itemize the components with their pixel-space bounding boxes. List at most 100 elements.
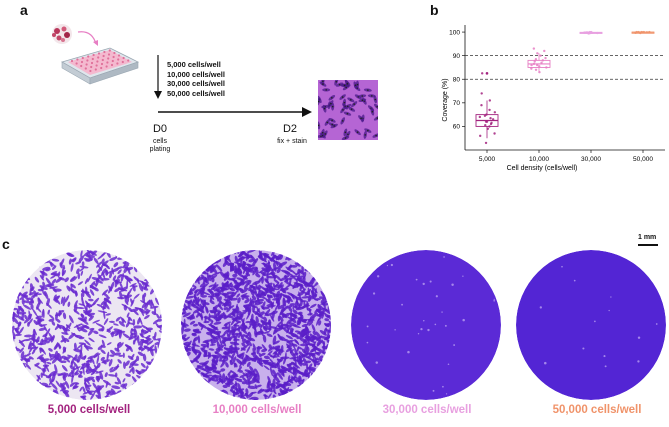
data-point [640, 30, 643, 34]
density-list: 5,000 cells/well 10,000 cells/well 30,00… [167, 60, 225, 98]
stained-cell [181, 359, 187, 363]
stained-cell [306, 364, 309, 373]
stained-cell [324, 361, 328, 369]
stained-cell [45, 328, 51, 335]
stained-cell [209, 377, 216, 380]
stained-cell [267, 260, 271, 268]
stained-cell [14, 333, 22, 337]
stained-cell [312, 330, 317, 336]
stained-cell [233, 290, 238, 297]
thumb-nucleus [346, 105, 349, 108]
stained-cell [128, 252, 132, 262]
stained-cell [263, 365, 270, 371]
stained-cell [86, 252, 93, 261]
thumb-nucleus [350, 99, 352, 101]
stained-cell [307, 260, 310, 267]
stained-cell [207, 253, 212, 257]
stained-cell [249, 365, 255, 373]
stained-cell [12, 367, 15, 372]
stained-cell [261, 275, 264, 284]
gap-spot [655, 323, 658, 325]
stained-cell [220, 286, 225, 292]
stained-cell [112, 275, 117, 281]
stained-cell [109, 256, 117, 261]
stained-cell [66, 392, 70, 398]
plate-well-dot [103, 50, 106, 54]
stained-cell [252, 300, 258, 303]
stained-cell [61, 332, 69, 335]
stained-cell [98, 334, 107, 339]
stained-cell [252, 378, 259, 382]
stained-cell [133, 327, 138, 338]
stained-cell [113, 262, 119, 268]
stained-cell [56, 353, 60, 359]
stained-cell [192, 387, 196, 393]
thumb-nucleus [346, 83, 349, 85]
stained-cell [50, 275, 56, 279]
stained-cell [149, 252, 154, 260]
stained-cell [221, 355, 227, 358]
stained-cell [158, 330, 162, 334]
stained-cell [80, 313, 85, 318]
stained-cell [13, 381, 24, 386]
stained-cell [282, 297, 285, 306]
stained-cell [280, 384, 288, 388]
stained-cell [151, 255, 158, 262]
stained-cell [69, 382, 75, 387]
stained-cell [295, 300, 302, 309]
stained-cell [202, 291, 211, 296]
stained-cell [280, 365, 285, 370]
thumb-nucleus [330, 102, 332, 105]
stained-cell [207, 352, 211, 360]
stained-cell [187, 377, 190, 387]
stained-cell [209, 354, 220, 357]
stained-cell [152, 250, 162, 253]
stained-cell [50, 252, 53, 259]
stained-cell [105, 313, 112, 316]
data-point [540, 61, 543, 64]
stained-cell [223, 329, 229, 336]
stained-cell [329, 291, 331, 299]
stained-cell [31, 380, 36, 389]
stained-cell [58, 343, 61, 350]
stained-cell [181, 369, 186, 373]
stained-cell [281, 369, 285, 378]
stained-cell [269, 366, 273, 377]
stained-cell [60, 258, 65, 266]
stained-cell [23, 334, 33, 338]
plate-well-dot [75, 62, 78, 65]
stained-cell [263, 355, 270, 360]
stained-cell [100, 356, 105, 361]
stained-cell [272, 335, 277, 345]
x-tick-label: 5,000 [479, 156, 496, 163]
stained-cell [13, 367, 19, 375]
gap-spot [441, 311, 443, 313]
stained-cell [58, 310, 62, 317]
stained-cell [138, 385, 145, 392]
stained-cell [216, 310, 222, 317]
stained-cell [210, 269, 215, 273]
stained-cell [77, 272, 81, 280]
stained-cell [38, 327, 46, 331]
stained-cell [248, 391, 254, 398]
stained-cell [111, 267, 115, 275]
stained-cell [143, 329, 152, 335]
data-point [530, 67, 533, 70]
panel-a-letter: a [20, 2, 28, 18]
gap-spot [376, 275, 380, 278]
cell-cluster-icon [52, 24, 72, 44]
stained-cell [294, 347, 298, 356]
stained-cell [199, 323, 208, 329]
stained-cell [233, 362, 236, 368]
stained-cell [277, 325, 285, 330]
plate-well-dot [86, 59, 89, 62]
stained-cell [307, 390, 312, 399]
stained-cell [189, 394, 195, 400]
stained-cell [298, 351, 305, 358]
stained-cell [292, 309, 298, 315]
thumb-nucleus [318, 100, 320, 103]
data-point [484, 141, 488, 145]
stained-cell [52, 250, 61, 254]
stained-cell [265, 278, 270, 285]
gap-spot [375, 260, 378, 262]
